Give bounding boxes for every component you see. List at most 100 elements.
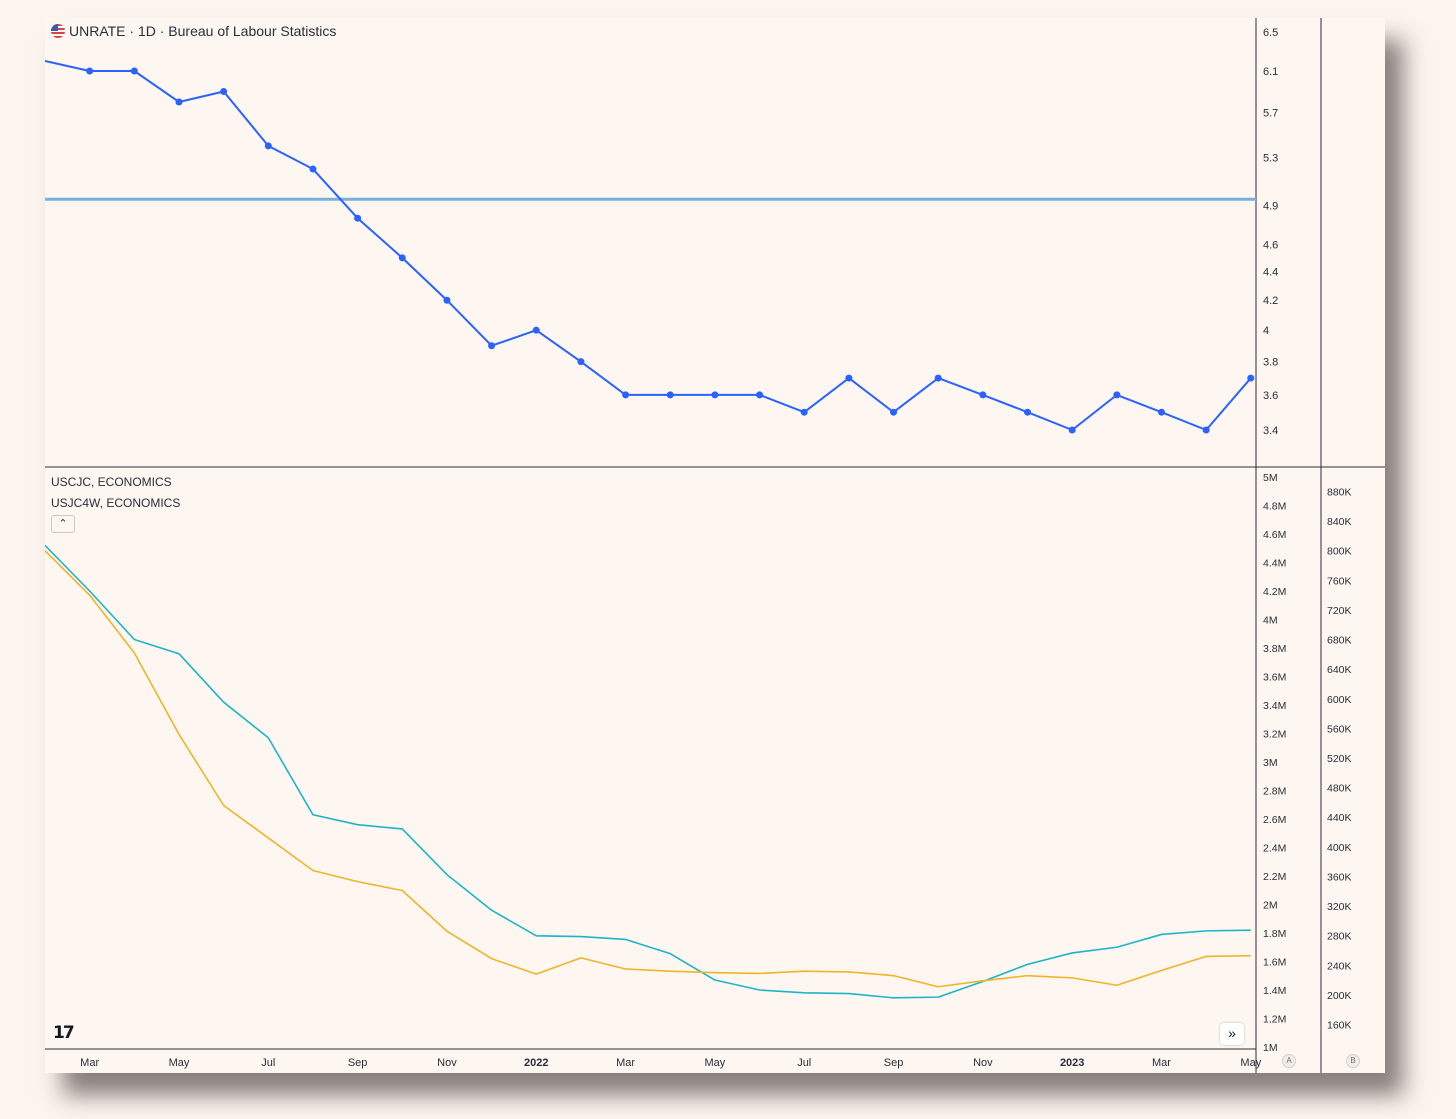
scroll-to-realtime-button[interactable]: » (1220, 1023, 1244, 1045)
claims-left-y-tick: 1M (1263, 1042, 1278, 1054)
unrate-point[interactable] (264, 142, 272, 150)
us-flag-icon (51, 24, 65, 38)
time-axis-tick: 2022 (524, 1057, 548, 1069)
claims-right-y-tick: 560K (1327, 723, 1352, 735)
unrate-point[interactable] (666, 391, 674, 399)
unrate-y-tick: 4.9 (1263, 201, 1278, 213)
chart-canvas[interactable]: 6.5 6.1 5.7 5.3 4.9 4.6 4.4 4.2 4 3.8 3.6 3.4 5M 4.8M… (45, 18, 1385, 1073)
tradingview-logo[interactable]: 17 (53, 1023, 75, 1043)
unrate-point[interactable] (1024, 408, 1032, 416)
claims-left-y-tick: 3.2M (1263, 729, 1286, 741)
unrate-point[interactable] (1068, 426, 1076, 434)
time-axis-tick: May (169, 1057, 190, 1069)
claims-right-y-tick: 280K (1327, 931, 1352, 943)
unrate-point[interactable] (130, 67, 138, 75)
claims-left-y-tick: 1.6M (1263, 957, 1286, 969)
unrate-point[interactable] (86, 67, 94, 75)
unrate-point[interactable] (979, 391, 987, 399)
unrate-y-tick: 4.2 (1263, 295, 1278, 307)
claims-right-y-tick: 720K (1327, 605, 1352, 617)
chart-container: 6.5 6.1 5.7 5.3 4.9 4.6 4.4 4.2 4 3.8 3.6 3.4 5M 4.8M… (45, 18, 1385, 1073)
claims-left-y-tick: 2.6M (1263, 814, 1286, 826)
legend-usjc4w[interactable]: USJC4W, ECONOMICS (51, 496, 181, 510)
unrate-point[interactable] (800, 408, 808, 416)
claims-right-y-tick: 240K (1327, 960, 1352, 972)
claims-right-y-tick: 200K (1327, 990, 1352, 1002)
time-axis-tick: Sep (348, 1057, 368, 1069)
usjc4w-line[interactable] (45, 550, 1251, 988)
claims-right-y-tick: 880K (1327, 487, 1352, 499)
claims-left-y-tick: 4.4M (1263, 558, 1286, 570)
chart-title: UNRATE · 1D · Bureau of Labour Statistic… (69, 23, 337, 39)
unrate-y-tick: 6.5 (1263, 27, 1278, 39)
claims-right-y-tick: 440K (1327, 812, 1352, 824)
unrate-point[interactable] (577, 358, 585, 366)
claims-left-y-tick: 1.4M (1263, 985, 1286, 997)
uscjc-line[interactable] (45, 544, 1251, 999)
claims-right-y-tick: 680K (1327, 635, 1352, 647)
unrate-point[interactable] (1158, 408, 1165, 416)
unrate-point[interactable] (398, 254, 406, 262)
claims-left-y-tick: 3M (1263, 757, 1278, 769)
claims-right-y-tick: 320K (1327, 901, 1352, 913)
claims-left-y-tick: 5M (1263, 472, 1278, 484)
unrate-point[interactable] (354, 214, 362, 222)
unrate-point[interactable] (1202, 426, 1210, 434)
unrate-point[interactable] (756, 391, 764, 399)
unrate-point[interactable] (934, 374, 942, 382)
time-axis-tick: May (705, 1057, 726, 1069)
claims-left-y-tick: 4M (1263, 615, 1278, 627)
unrate-point[interactable] (532, 326, 540, 334)
claims-left-y-tick: 4.8M (1263, 501, 1286, 513)
collapse-legend-button[interactable]: ⌃ (51, 515, 75, 533)
unrate-y-tick: 5.7 (1263, 108, 1278, 120)
double-chevron-right-icon: » (1228, 1025, 1236, 1041)
chevron-up-icon: ⌃ (58, 518, 68, 530)
claims-left-y-tick: 2.2M (1263, 871, 1286, 883)
time-axis-tick: Mar (1152, 1057, 1171, 1069)
price-scale-b-button[interactable]: B (1346, 1054, 1360, 1068)
claims-right-y-tick: 640K (1327, 664, 1352, 676)
claims-left-y-tick: 3.6M (1263, 672, 1286, 684)
claims-left-y-tick: 1.2M (1263, 1014, 1286, 1026)
claims-right-y-tick: 360K (1327, 871, 1352, 883)
claims-right-y-tick: 480K (1327, 783, 1352, 795)
claims-right-y-tick: 840K (1327, 516, 1352, 528)
claims-left-y-tick: 3.4M (1263, 700, 1286, 712)
claims-right-y-tick: 760K (1327, 575, 1352, 587)
unrate-point[interactable] (890, 408, 898, 416)
unrate-y-tick: 4.6 (1263, 239, 1278, 251)
time-axis-tick: 2023 (1060, 1057, 1084, 1069)
unrate-point[interactable] (443, 296, 451, 304)
time-axis-tick: Mar (80, 1057, 99, 1069)
claims-left-y-tick: 2M (1263, 900, 1278, 912)
unrate-point[interactable] (309, 165, 317, 173)
unrate-point[interactable] (220, 87, 228, 95)
unrate-y-tick: 3.8 (1263, 357, 1278, 369)
claims-left-y-tick: 3.8M (1263, 643, 1286, 655)
unrate-y-tick: 3.4 (1263, 425, 1278, 437)
unrate-point[interactable] (711, 391, 719, 399)
unrate-y-tick: 4 (1263, 325, 1269, 337)
unrate-y-tick: 4.4 (1263, 267, 1278, 279)
time-axis-tick: Nov (437, 1057, 457, 1069)
unrate-point[interactable] (622, 391, 630, 399)
auto-scale-button[interactable]: A (1282, 1054, 1296, 1068)
time-axis-tick: Jul (797, 1057, 811, 1069)
claims-left-y-tick: 4.2M (1263, 586, 1286, 598)
unrate-point[interactable] (488, 342, 496, 350)
legend-uscjc[interactable]: USCJC, ECONOMICS (51, 475, 172, 489)
claims-left-y-tick: 1.8M (1263, 928, 1286, 940)
claims-left-y-tick: 2.4M (1263, 843, 1286, 855)
unrate-point[interactable] (1247, 374, 1255, 382)
unrate-point[interactable] (175, 98, 183, 106)
unrate-point[interactable] (1113, 391, 1121, 399)
claims-right-y-tick: 520K (1327, 753, 1352, 765)
time-axis-tick: May (1240, 1057, 1261, 1069)
unrate-point[interactable] (845, 374, 853, 382)
claims-left-y-tick: 2.8M (1263, 786, 1286, 798)
unrate-y-tick: 5.3 (1263, 152, 1278, 164)
time-axis-tick: Jul (261, 1057, 275, 1069)
time-axis-tick: Mar (616, 1057, 635, 1069)
unrate-line[interactable] (45, 60, 1252, 431)
